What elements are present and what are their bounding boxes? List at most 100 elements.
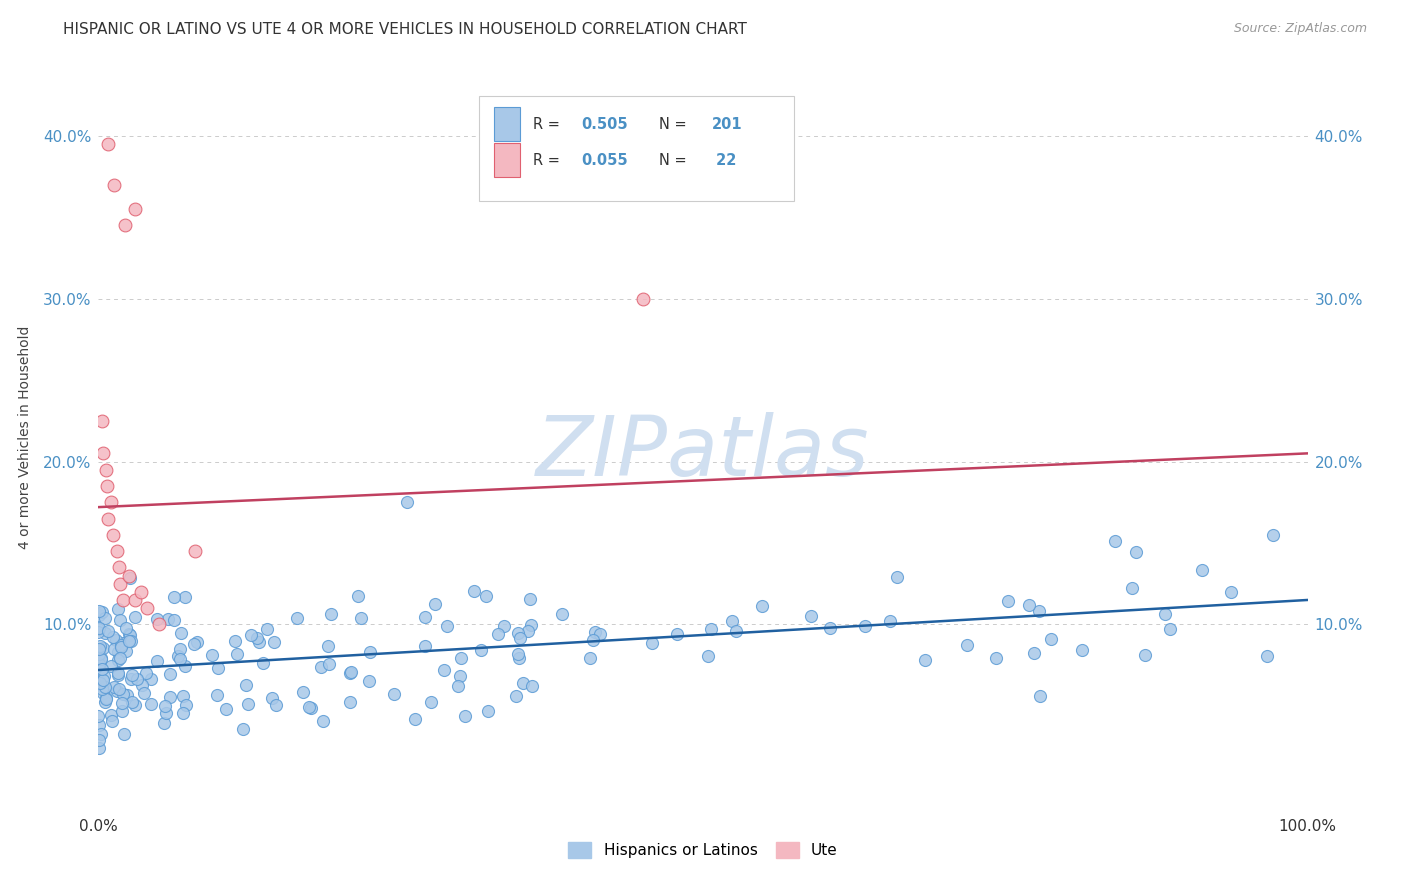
Point	[492, 619, 515, 633]
Point	[162, 591, 184, 605]
Point	[118, 571, 141, 585]
Point	[886, 570, 908, 584]
Point	[1261, 528, 1284, 542]
Point	[91, 686, 114, 700]
Point	[96, 479, 118, 493]
Point	[124, 593, 146, 607]
Point	[512, 676, 534, 690]
Point	[453, 708, 475, 723]
Point	[91, 662, 114, 676]
Point	[415, 639, 437, 653]
Point	[316, 639, 339, 653]
Point	[121, 695, 143, 709]
Point	[818, 621, 841, 635]
Point	[224, 633, 246, 648]
Point	[339, 665, 361, 680]
Point	[347, 589, 370, 603]
Point	[321, 607, 343, 621]
Point	[118, 568, 141, 582]
Point	[252, 657, 274, 671]
Point	[853, 619, 876, 633]
Point	[997, 593, 1019, 607]
Point	[505, 689, 527, 703]
Point	[183, 637, 205, 651]
Point	[112, 635, 135, 649]
Point	[139, 697, 162, 711]
Point	[299, 701, 322, 715]
Bar	[494, 144, 520, 178]
Point	[120, 673, 142, 687]
Point	[519, 592, 541, 607]
Point	[232, 722, 254, 736]
Point	[87, 652, 110, 666]
Point	[101, 528, 124, 542]
Point	[97, 624, 120, 638]
Point	[118, 633, 141, 648]
Text: 0.055: 0.055	[581, 153, 627, 168]
Point	[131, 678, 153, 692]
Point	[520, 617, 543, 632]
Point	[172, 706, 194, 720]
Point	[105, 544, 128, 558]
Point	[1028, 604, 1050, 618]
Point	[450, 651, 472, 665]
Point	[201, 648, 224, 663]
Text: ZIPatlas: ZIPatlas	[536, 411, 870, 492]
Point	[420, 695, 443, 709]
Point	[146, 654, 169, 668]
Point	[984, 650, 1007, 665]
Point	[1018, 598, 1040, 612]
Point	[94, 626, 117, 640]
Point	[522, 679, 544, 693]
Point	[169, 652, 191, 666]
Point	[486, 627, 509, 641]
Point	[87, 709, 110, 723]
Point	[110, 697, 132, 711]
Point	[91, 673, 114, 687]
Text: R =: R =	[533, 153, 564, 168]
Point	[186, 635, 208, 649]
Point	[956, 638, 979, 652]
Point	[93, 695, 115, 709]
Point	[96, 690, 118, 705]
Point	[1256, 648, 1278, 663]
Point	[318, 657, 340, 671]
Point	[159, 667, 181, 681]
Point	[87, 672, 110, 686]
Point	[103, 178, 125, 192]
Point	[107, 602, 129, 616]
Point	[89, 639, 111, 653]
Point	[1071, 642, 1094, 657]
Point	[118, 627, 141, 641]
Point	[114, 621, 136, 635]
Point	[1191, 564, 1213, 578]
Point	[340, 665, 363, 679]
Point	[87, 732, 110, 747]
Point	[108, 613, 131, 627]
Point	[169, 641, 191, 656]
Point	[89, 676, 111, 690]
Point	[94, 463, 117, 477]
Point	[89, 657, 111, 671]
Point	[447, 679, 470, 693]
Point	[879, 614, 901, 628]
Point	[115, 644, 138, 658]
Point	[129, 584, 152, 599]
Point	[135, 601, 157, 615]
Point	[509, 631, 531, 645]
Point	[159, 690, 181, 705]
Text: HISPANIC OR LATINO VS UTE 4 OR MORE VEHICLES IN HOUSEHOLD CORRELATION CHART: HISPANIC OR LATINO VS UTE 4 OR MORE VEHI…	[63, 22, 747, 37]
Text: N =: N =	[659, 117, 692, 132]
Point	[583, 624, 606, 639]
Point	[631, 292, 654, 306]
Point	[665, 627, 688, 641]
Point	[124, 202, 146, 216]
Point	[111, 704, 134, 718]
Point	[114, 219, 136, 233]
Point	[474, 589, 496, 603]
Point	[103, 641, 125, 656]
Point	[87, 667, 110, 681]
Point	[89, 608, 111, 623]
Point	[111, 687, 134, 701]
Point	[91, 682, 114, 697]
